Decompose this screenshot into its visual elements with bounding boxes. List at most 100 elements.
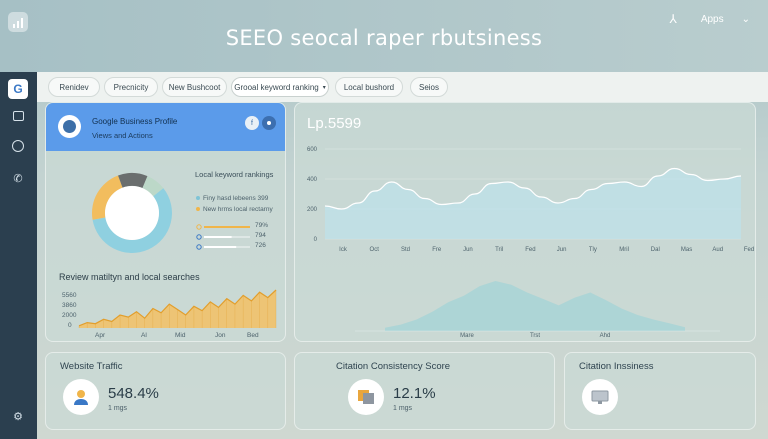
secondary-area-fill <box>385 281 685 331</box>
sidebar-item-phone[interactable]: ✆ <box>8 168 28 188</box>
chevron-down-icon[interactable]: ⌄ <box>741 13 750 25</box>
bar-bullet <box>196 234 202 240</box>
x-tick: Jon <box>215 332 226 339</box>
metric-title: Citation Consistency Score <box>336 361 451 372</box>
apps-label[interactable]: Apps <box>700 13 724 25</box>
x-tick: Al <box>141 332 147 339</box>
bar-bullet <box>196 224 202 230</box>
x-tick: Tril <box>495 247 503 253</box>
chip-new-business[interactable]: New Bushcoot <box>162 77 227 97</box>
profile-badge-dot[interactable] <box>262 116 276 130</box>
profile-subtitle: Views and Actions <box>92 131 153 140</box>
apps-menu[interactable]: ⅄ Apps ⌄ <box>669 12 750 26</box>
calendar-icon <box>12 111 24 121</box>
metric-sub: 1 mgs <box>108 405 128 412</box>
bar-value: 726 <box>255 242 266 249</box>
app-header: SEEO seocal raper rbutsiness ⅄ Apps ⌄ <box>0 0 768 72</box>
person-icon[interactable]: ⅄ <box>669 12 677 26</box>
review-area-chart <box>78 289 277 328</box>
metric-title: Citation Inssiness <box>579 361 654 372</box>
profile-card: Google Business Profile Views and Action… <box>45 102 286 342</box>
x-tick: Fed <box>744 247 754 253</box>
legend-item: New hrms local rectarny <box>196 206 273 213</box>
x-tick: Mril <box>619 247 629 253</box>
area-heading: Review matiltyn and local searches <box>59 272 200 282</box>
bar-value: 79% <box>255 222 269 229</box>
x-tick: Mid <box>175 332 186 339</box>
x-tick: Ick <box>339 247 348 253</box>
main-chart-card: Lp.5599 600 400 200 0 Ick Oct Std Fre Jun Tril Fed… <box>294 102 756 342</box>
app-logo-icon[interactable] <box>8 12 28 32</box>
x-tick: Trst <box>530 333 540 339</box>
metric-card-website-traffic[interactable]: Website Traffic 548.4% 1 mgs <box>45 352 286 430</box>
y-tick: 0 <box>314 237 318 243</box>
y-tick: 400 <box>307 177 318 183</box>
profile-title: Google Business Profile <box>92 117 178 126</box>
legend-item: Finy hasd lebeens 399 <box>196 195 268 202</box>
donut-chart <box>92 173 172 253</box>
main-area-line <box>324 167 742 210</box>
sidebar-item-calendar[interactable] <box>8 106 28 126</box>
monitor-icon <box>582 379 618 415</box>
x-tick: Jun <box>557 247 567 253</box>
phone-icon: ✆ <box>13 172 23 185</box>
avatar[interactable] <box>58 115 81 138</box>
google-g-icon: G <box>13 82 23 96</box>
user-icon <box>63 379 99 415</box>
donut-slice <box>92 188 172 253</box>
bar-bullet <box>196 244 202 250</box>
bar-fill <box>204 246 237 248</box>
bar-value: 794 <box>255 232 266 239</box>
profile-badge-f[interactable]: f <box>245 116 259 130</box>
keyword-heading: Local keyword rankings <box>195 170 274 179</box>
metric-card-citation-consistency[interactable]: Citation Consistency Score 12.1% 1 mgs <box>294 352 555 430</box>
y-tick: 2000 <box>62 312 77 319</box>
x-tick: Tly <box>589 247 597 253</box>
main-area-chart: 600 400 200 0 Ick Oct Std Fre Jun Tril Fed Jun Tly Mr… <box>307 147 754 339</box>
keyword-bars <box>196 224 250 250</box>
bolt-icon <box>12 140 24 152</box>
donut-hole <box>105 186 159 240</box>
sidebar-item-bolt[interactable] <box>8 136 28 156</box>
settings-icon: ⚙ <box>13 410 23 423</box>
x-tick: Aud <box>712 247 723 253</box>
metric-value: 548.4% <box>108 385 159 402</box>
donut-slice <box>118 173 148 189</box>
chip-seios[interactable]: Seios <box>410 77 448 97</box>
x-tick: Oct <box>370 247 380 253</box>
documents-icon <box>348 379 384 415</box>
x-tick: Std <box>401 247 410 253</box>
x-tick: Mare <box>460 333 474 339</box>
metric-title: Website Traffic <box>60 361 123 372</box>
x-tick: Mas <box>681 247 692 253</box>
chip-keyword-ranking-dropdown[interactable]: Grooal keyword ranking ▾ <box>231 77 329 97</box>
y-tick: 5560 <box>62 292 77 299</box>
metric-value: 12.1% <box>393 385 436 402</box>
chevron-down-icon: ▾ <box>322 84 326 91</box>
donut-slice <box>92 175 123 220</box>
y-tick: 200 <box>307 207 318 213</box>
x-tick: Fed <box>525 247 535 253</box>
metric-sub: 1 mgs <box>393 405 413 412</box>
filter-toolbar: Renidev Precnicity New Bushcoot Grooal k… <box>37 72 768 102</box>
donut-slice <box>142 176 164 197</box>
main-chart-title: Lp.5599 <box>307 115 362 132</box>
metric-card-citation-inssiness[interactable]: Citation Inssiness <box>564 352 756 430</box>
x-tick: Bed <box>247 332 259 339</box>
chip-local-business[interactable]: Local bushord <box>335 77 403 97</box>
x-tick: Apr <box>95 332 106 339</box>
x-tick: Fre <box>432 247 442 253</box>
x-tick: Jun <box>463 247 473 253</box>
x-tick: Dal <box>651 247 660 253</box>
y-tick: 3860 <box>62 302 77 309</box>
x-tick: Ahd <box>600 333 611 339</box>
chip-reviews[interactable]: Renidev <box>48 77 100 97</box>
profile-banner: Google Business Profile Views and Action… <box>46 103 285 151</box>
sidebar-item-settings[interactable]: ⚙ <box>8 406 28 426</box>
chip-proximity[interactable]: Precnicity <box>104 77 158 97</box>
sidebar-item-google[interactable]: G <box>8 79 28 99</box>
y-tick: 0 <box>68 322 72 329</box>
avatar-icon <box>63 120 76 133</box>
profile-charts <box>78 173 277 328</box>
bar-fill <box>204 236 232 238</box>
